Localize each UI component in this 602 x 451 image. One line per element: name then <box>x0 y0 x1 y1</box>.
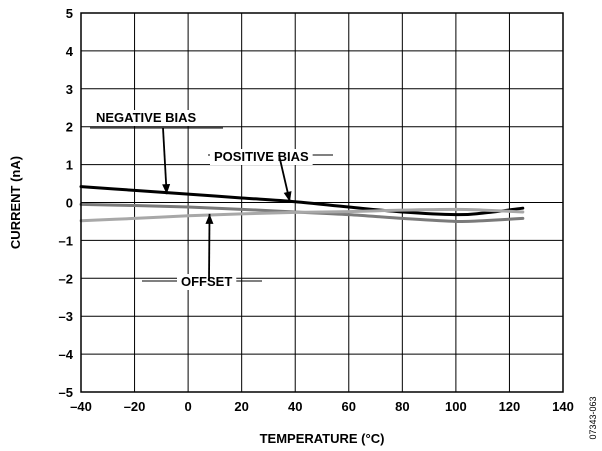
annotation-0: NEGATIVE BIAS <box>90 110 223 195</box>
x-axis-title: TEMPERATURE (°C) <box>260 431 385 446</box>
y-tick-label: –3 <box>59 309 73 324</box>
plot-frame <box>80 12 564 393</box>
y-tick-label: 3 <box>66 82 73 97</box>
y-tick-label: 1 <box>66 158 73 173</box>
negative-bias-line <box>79 185 525 217</box>
annotation-arrow-shaft <box>162 127 168 195</box>
y-tick-label: –1 <box>59 233 73 248</box>
annotation-1: POSITIVE BIAS <box>208 149 333 202</box>
annotation-arrow-shaft <box>208 213 211 282</box>
y-tick-label: –4 <box>59 347 74 362</box>
grid-lines <box>81 13 563 392</box>
annotation-label-bg <box>210 149 313 165</box>
x-tick-label: 140 <box>552 399 574 414</box>
offset-arrow <box>205 213 214 224</box>
annotation-label: POSITIVE BIAS <box>214 149 309 164</box>
annotation-2: OFFSET <box>142 213 262 290</box>
y-tick-label: 4 <box>66 44 74 59</box>
annotation-label-bg <box>177 274 237 290</box>
y-tick-label: 0 <box>66 196 73 211</box>
series-lines <box>79 185 525 224</box>
annotation-label: NEGATIVE BIAS <box>96 110 196 125</box>
annotation-label: OFFSET <box>181 274 232 289</box>
annotation-label-bg <box>92 110 201 126</box>
x-tick-label: 80 <box>395 399 409 414</box>
x-tick-label: 100 <box>445 399 467 414</box>
annotations: NEGATIVE BIAS POSITIVE BIAS OFFSET <box>90 110 333 290</box>
x-tick-label: –40 <box>70 399 92 414</box>
x-tick-label: 60 <box>342 399 356 414</box>
y-axis-title: CURRENT (nA) <box>8 156 23 249</box>
y-tick-label: –5 <box>59 385 73 400</box>
x-tick-label: 0 <box>184 399 191 414</box>
y-tick-label: 5 <box>66 6 73 21</box>
y-tick-label: 2 <box>66 120 73 135</box>
offset-line <box>79 207 525 223</box>
x-tick-label: 120 <box>499 399 521 414</box>
x-tick-label: –20 <box>124 399 146 414</box>
tick-labels: –40 –20 0 20 40 60 80 100 120 140 5 4 3 2 1 0 –1 –2 –3 –4 –5 <box>59 6 574 414</box>
x-tick-label: 40 <box>288 399 302 414</box>
positive-bias-arrow <box>283 191 292 202</box>
negative-bias-arrow <box>162 183 171 195</box>
figure-id: 07343-063 <box>588 396 598 439</box>
x-tick-label: 20 <box>234 399 248 414</box>
y-tick-label: –2 <box>59 271 73 286</box>
